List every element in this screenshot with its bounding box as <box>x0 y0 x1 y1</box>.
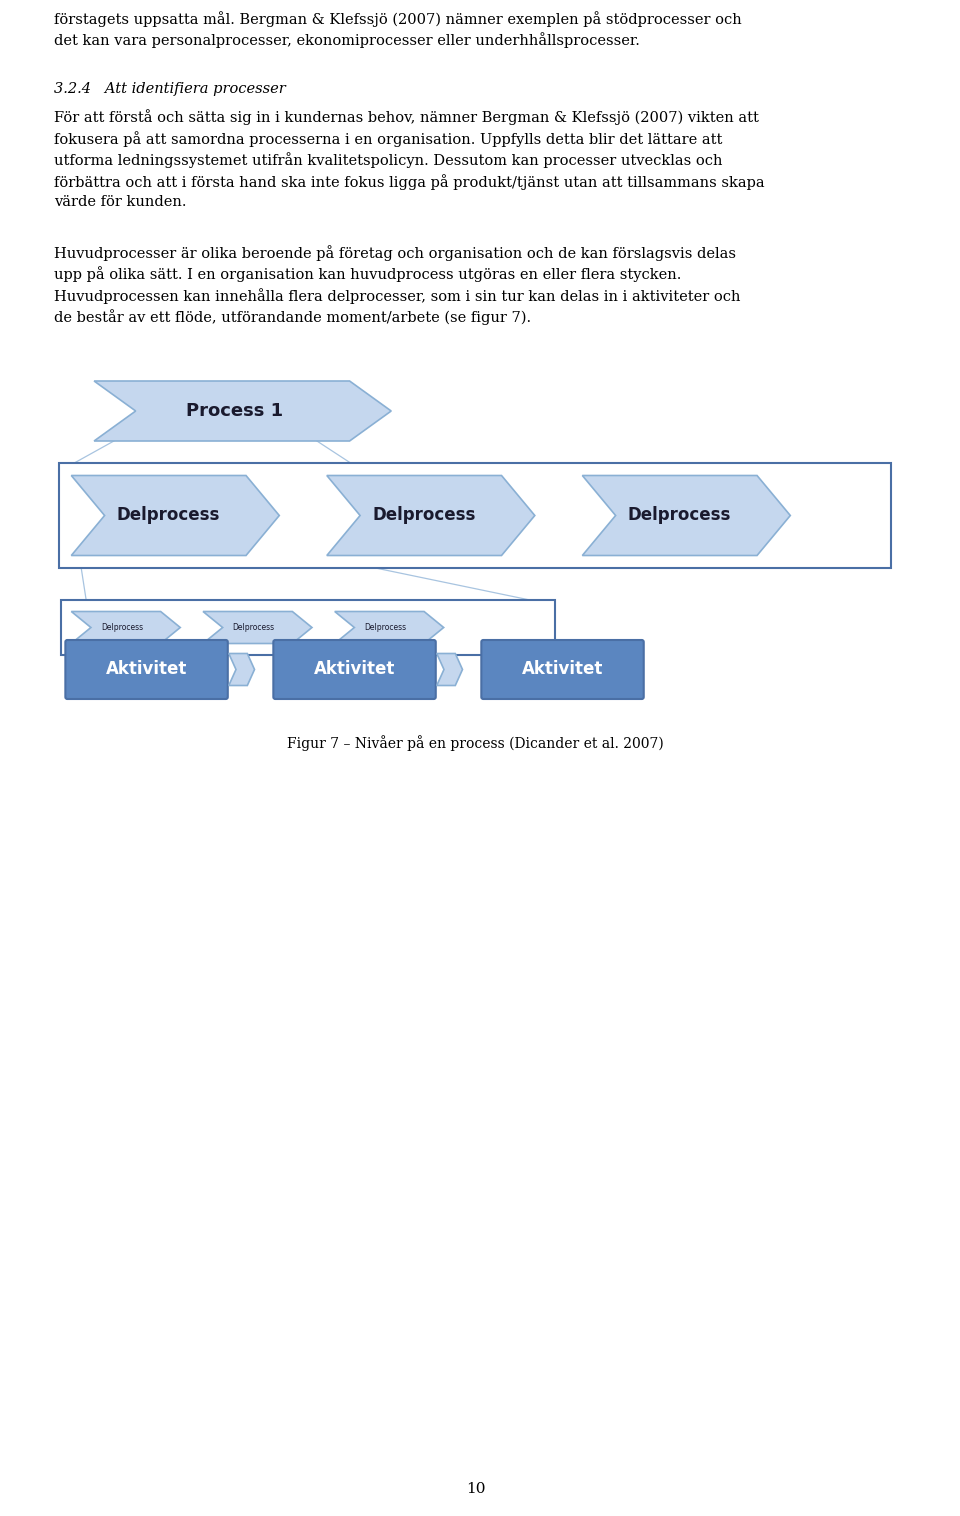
Text: fokusera på att samordna processerna i en organisation. Uppfylls detta blir det : fokusera på att samordna processerna i e… <box>55 130 723 147</box>
Polygon shape <box>583 476 790 555</box>
Polygon shape <box>335 611 444 643</box>
Text: förbättra och att i första hand ska inte fokus ligga på produkt/tjänst utan att : förbättra och att i första hand ska inte… <box>55 174 765 190</box>
Text: värde för kunden.: värde för kunden. <box>55 196 187 209</box>
Text: Delprocess: Delprocess <box>628 506 732 525</box>
Text: Figur 7 – Nivåer på en process (Dicander et al. 2007): Figur 7 – Nivåer på en process (Dicander… <box>287 735 663 750</box>
Text: upp på olika sätt. I en organisation kan huvudprocess utgöras en eller flera sty: upp på olika sätt. I en organisation kan… <box>55 267 682 282</box>
Polygon shape <box>203 611 312 643</box>
Polygon shape <box>437 653 463 685</box>
Polygon shape <box>228 653 254 685</box>
Text: Process 1: Process 1 <box>185 402 283 420</box>
FancyBboxPatch shape <box>274 640 436 699</box>
Text: förstagets uppsatta mål. Bergman & Klefssjö (2007) nämner exemplen på stödproces: förstagets uppsatta mål. Bergman & Klefs… <box>55 11 742 27</box>
Text: Delprocess: Delprocess <box>117 506 221 525</box>
Text: Huvudprocesser är olika beroende på företag och organisation och de kan förslags: Huvudprocesser är olika beroende på före… <box>55 246 736 261</box>
Text: 10: 10 <box>466 1483 485 1496</box>
Text: Delprocess: Delprocess <box>364 623 406 632</box>
Text: Aktivitet: Aktivitet <box>522 661 603 679</box>
FancyBboxPatch shape <box>65 640 228 699</box>
Text: Aktivitet: Aktivitet <box>106 661 187 679</box>
Text: Delprocess: Delprocess <box>101 623 143 632</box>
Bar <box>61 600 555 655</box>
Polygon shape <box>71 611 180 643</box>
Polygon shape <box>94 381 391 441</box>
Text: utforma ledningssystemet utifrån kvalitetspolicyn. Dessutom kan processer utveck: utforma ledningssystemet utifrån kvalite… <box>55 153 723 168</box>
Text: 3.2.4   Att identifiera processer: 3.2.4 Att identifiera processer <box>55 82 286 96</box>
Polygon shape <box>71 476 279 555</box>
Bar <box>60 462 891 568</box>
Text: Huvudprocessen kan innehålla flera delprocesser, som i sin tur kan delas in i ak: Huvudprocessen kan innehålla flera delpr… <box>55 288 741 303</box>
Text: det kan vara personalprocesser, ekonomiprocesser eller underhhållsprocesser.: det kan vara personalprocesser, ekonomip… <box>55 32 640 49</box>
Text: de består av ett flöde, utförandande moment/arbete (se figur 7).: de består av ett flöde, utförandande mom… <box>55 309 532 326</box>
Text: Aktivitet: Aktivitet <box>314 661 396 679</box>
Text: För att förstå och sätta sig in i kundernas behov, nämner Bergman & Klefssjö (20: För att förstå och sätta sig in i kunder… <box>55 109 759 126</box>
Text: Delprocess: Delprocess <box>372 506 476 525</box>
FancyBboxPatch shape <box>481 640 644 699</box>
Polygon shape <box>326 476 535 555</box>
Text: Delprocess: Delprocess <box>232 623 275 632</box>
